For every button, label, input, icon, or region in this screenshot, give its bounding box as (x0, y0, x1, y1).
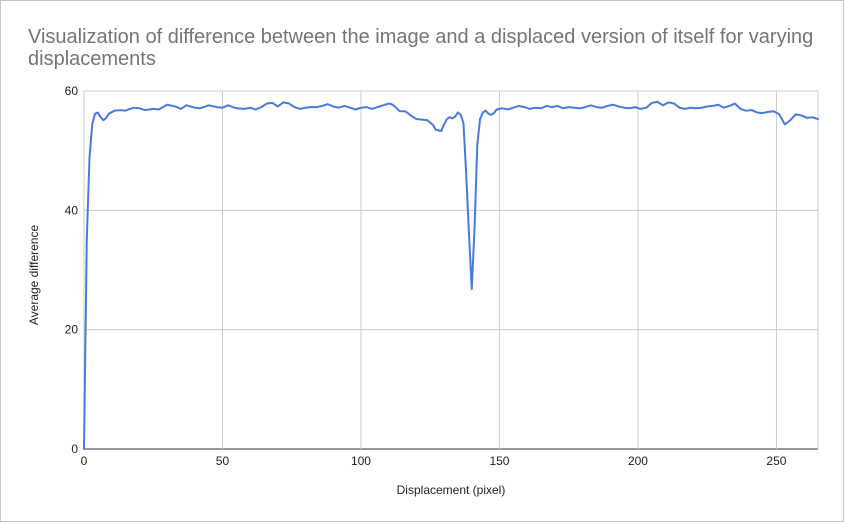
y-tick-labels: 0 20 40 60 (65, 84, 79, 456)
x-tick-label: 200 (628, 454, 648, 468)
x-tick-label: 250 (766, 454, 786, 468)
y-tick-label: 40 (65, 203, 79, 217)
y-axis-label: Average difference (27, 225, 41, 326)
series-lines (83, 100, 819, 450)
x-tick-label: 0 (81, 454, 88, 468)
x-tick-label: 100 (351, 454, 371, 468)
chart-title: Visualization of difference between the … (28, 26, 814, 70)
y-tick-label: 20 (65, 323, 79, 337)
x-tick-labels: 0 50 100 150 200 250 (81, 454, 787, 468)
y-tick-label: 0 (71, 442, 78, 456)
x-tick-label: 150 (489, 454, 509, 468)
y-tick-label: 60 (65, 84, 79, 98)
x-axis-label: Displacement (pixel) (397, 483, 506, 497)
series-line (83, 100, 819, 450)
x-tick-label: 50 (216, 454, 230, 468)
gridlines (83, 90, 819, 450)
